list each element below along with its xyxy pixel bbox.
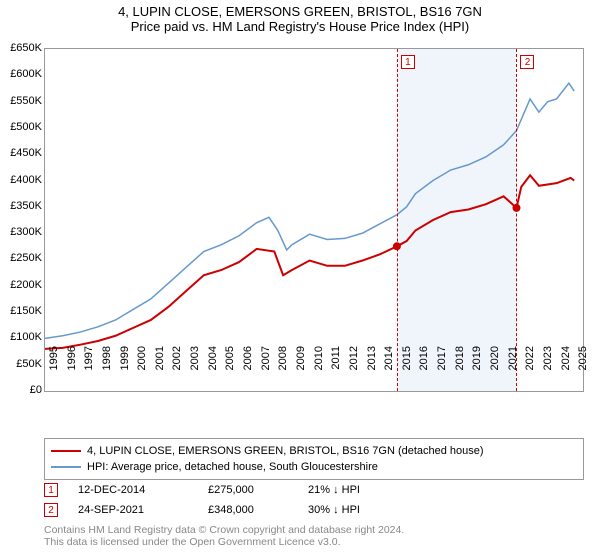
x-axis-label: 1997 (83, 346, 95, 396)
y-axis-label: £150K (10, 305, 42, 317)
sale-date: 12-DEC-2014 (78, 484, 188, 496)
sales-table: 1 12-DEC-2014 £275,000 21% ↓ HPI 2 24-SE… (44, 480, 584, 520)
x-axis-label: 2017 (436, 346, 448, 396)
x-axis-label: 1996 (66, 346, 78, 396)
y-axis-label: £0 (30, 384, 42, 396)
y-axis-label: £50K (16, 358, 42, 370)
x-axis-label: 2009 (295, 346, 307, 396)
x-axis-label: 2004 (207, 346, 219, 396)
y-axis-label: £650K (10, 42, 42, 54)
sale-pct: 30% ↓ HPI (308, 504, 398, 516)
y-axis-label: £250K (10, 252, 42, 264)
y-axis-label: £200K (10, 279, 42, 291)
y-axis-label: £350K (10, 200, 42, 212)
x-axis-label: 2020 (489, 346, 501, 396)
x-axis-label: 2019 (471, 346, 483, 396)
footer-line: Contains HM Land Registry data © Crown c… (44, 524, 584, 536)
y-axis-label: £100K (10, 331, 42, 343)
x-axis-label: 2015 (401, 346, 413, 396)
legend-swatch (51, 450, 81, 452)
chart-title: 4, LUPIN CLOSE, EMERSONS GREEN, BRISTOL,… (0, 0, 600, 19)
x-axis-label: 2023 (542, 346, 554, 396)
x-axis-label: 2000 (136, 346, 148, 396)
sale-marker-icon: 2 (44, 503, 58, 517)
x-axis-label: 2006 (242, 346, 254, 396)
legend-item: 4, LUPIN CLOSE, EMERSONS GREEN, BRISTOL,… (51, 443, 577, 459)
y-axis-label: £300K (10, 226, 42, 238)
y-axis-label: £400K (10, 174, 42, 186)
x-axis-label: 1995 (48, 346, 60, 396)
sale-marker-icon: 1 (44, 483, 58, 497)
series-property (45, 175, 574, 349)
x-axis-label: 1998 (101, 346, 113, 396)
y-axis-label: £500K (10, 121, 42, 133)
series-hpi (45, 83, 574, 338)
legend-swatch (51, 466, 81, 468)
x-axis-label: 2012 (348, 346, 360, 396)
x-axis-label: 2021 (507, 346, 519, 396)
x-axis-label: 2025 (577, 346, 589, 396)
sale-marker-line (516, 49, 517, 391)
x-axis-label: 2016 (418, 346, 430, 396)
x-axis-label: 2024 (560, 346, 572, 396)
legend-item: HPI: Average price, detached house, Sout… (51, 459, 577, 475)
x-axis-label: 2011 (330, 346, 342, 396)
x-axis-label: 2018 (454, 346, 466, 396)
legend-label: HPI: Average price, detached house, Sout… (87, 459, 378, 475)
x-axis-label: 2022 (524, 346, 536, 396)
x-axis-label: 2005 (224, 346, 236, 396)
sale-row: 1 12-DEC-2014 £275,000 21% ↓ HPI (44, 480, 584, 500)
y-axis-label: £600K (10, 68, 42, 80)
footer: Contains HM Land Registry data © Crown c… (44, 524, 584, 548)
sale-marker-icon: 2 (520, 55, 534, 69)
legend-label: 4, LUPIN CLOSE, EMERSONS GREEN, BRISTOL,… (87, 443, 484, 459)
x-axis-label: 2013 (366, 346, 378, 396)
sale-row: 2 24-SEP-2021 £348,000 30% ↓ HPI (44, 500, 584, 520)
sale-marker-line (397, 49, 398, 391)
x-axis-label: 2003 (189, 346, 201, 396)
x-axis-label: 2007 (260, 346, 272, 396)
sale-price: £348,000 (208, 504, 288, 516)
chart-subtitle: Price paid vs. HM Land Registry's House … (0, 19, 600, 34)
x-axis-label: 1999 (119, 346, 131, 396)
sale-date: 24-SEP-2021 (78, 504, 188, 516)
x-axis-label: 2001 (154, 346, 166, 396)
sale-pct: 21% ↓ HPI (308, 484, 398, 496)
x-axis-label: 2002 (171, 346, 183, 396)
chart-plot-area: 12 (44, 48, 584, 392)
x-axis-label: 2008 (277, 346, 289, 396)
x-axis-label: 2014 (383, 346, 395, 396)
y-axis-label: £450K (10, 147, 42, 159)
y-axis-label: £550K (10, 95, 42, 107)
x-axis-label: 2010 (313, 346, 325, 396)
sale-price: £275,000 (208, 484, 288, 496)
legend: 4, LUPIN CLOSE, EMERSONS GREEN, BRISTOL,… (44, 438, 584, 480)
footer-line: This data is licensed under the Open Gov… (44, 536, 584, 548)
sale-marker-icon: 1 (401, 55, 415, 69)
